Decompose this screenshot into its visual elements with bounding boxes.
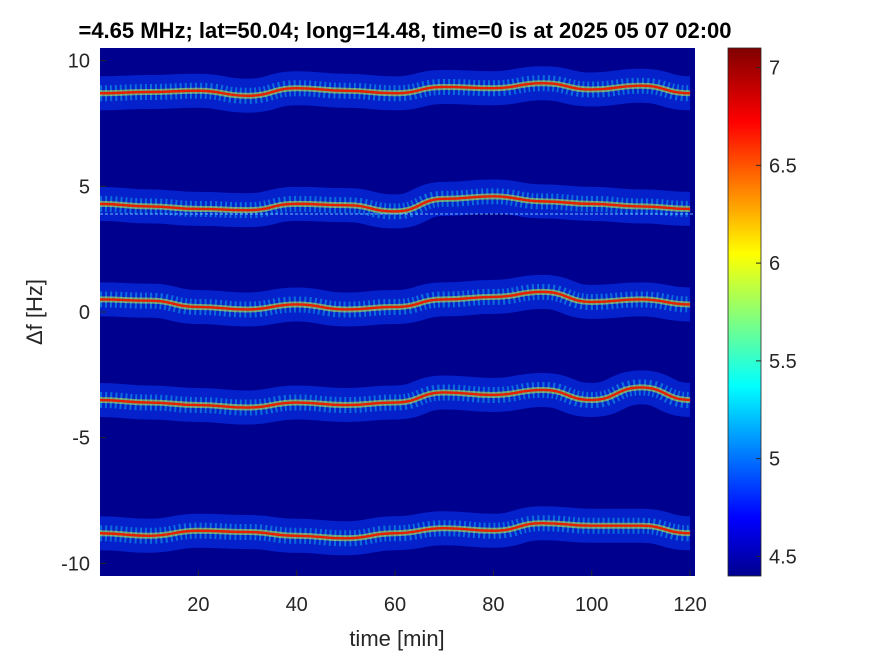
y-tick-label: 10: [68, 51, 90, 73]
colorbar-tick-label: 5: [769, 449, 780, 471]
x-tick-label: 40: [286, 594, 308, 616]
chart-title: =4.65 MHz; lat=50.04; long=14.48, time=0…: [78, 18, 731, 43]
colorbar-tick-label: 7: [769, 58, 780, 80]
y-tick-label: -10: [61, 553, 90, 575]
spectrogram-traces: [100, 66, 695, 556]
x-tick-label: 20: [187, 594, 209, 616]
colorbar-axis: 7 6.5 6 5.5 5 4.5: [756, 58, 797, 568]
trace-4-ridge: [100, 521, 691, 540]
x-axis-label: time [min]: [349, 626, 444, 651]
x-tick-label: 80: [482, 594, 504, 616]
colorbar-tick-label: 6: [769, 253, 780, 275]
colorbar-tick-label: 4.5: [769, 546, 797, 568]
x-tick-label: 120: [673, 594, 706, 616]
colorbar-tick-label: 5.5: [769, 351, 797, 373]
x-tick-label: 100: [575, 594, 608, 616]
trace-0-ridge: [100, 81, 691, 97]
y-tick-label: -5: [72, 428, 90, 450]
x-axis: 20 40 60 80 100 120: [187, 570, 707, 616]
y-tick-label: 0: [79, 302, 90, 324]
x-tick-label: 60: [384, 594, 406, 616]
y-tick-label: 5: [79, 176, 90, 198]
trace-1-ridge: [100, 195, 691, 213]
colorbar-tick-label: 6.5: [769, 155, 797, 177]
y-axis: 10 5 0 -5 -10: [61, 51, 106, 575]
trace-3-ridge: [100, 386, 691, 409]
y-axis-label: Δf [Hz]: [22, 279, 47, 345]
trace-2-ridge: [100, 290, 691, 311]
colorbar: [727, 47, 762, 577]
